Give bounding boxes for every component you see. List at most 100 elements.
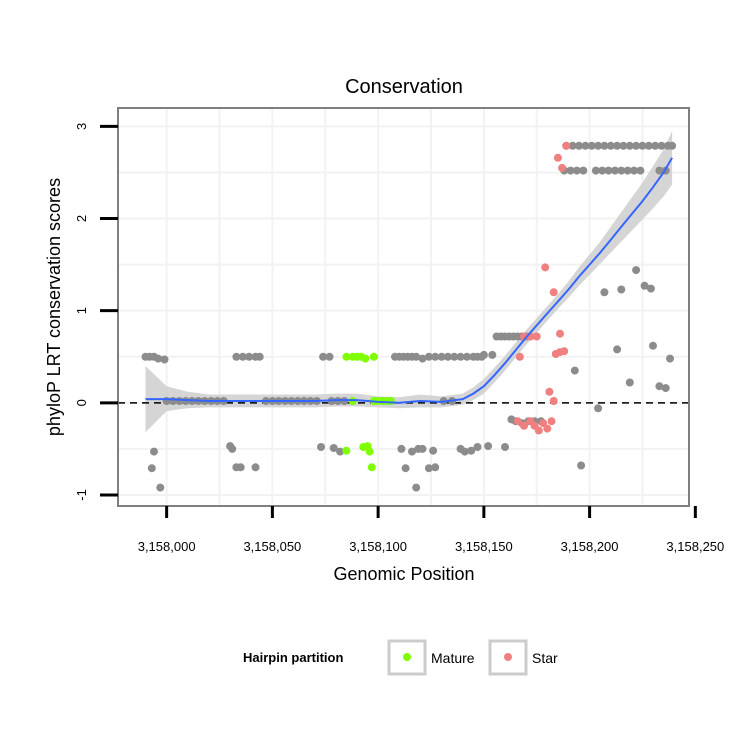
x-tick-label: 3,158,150 (455, 539, 513, 554)
data-point-other (619, 141, 628, 150)
data-point-other (154, 354, 163, 363)
data-point-mature (365, 447, 374, 456)
data-point-other (575, 141, 583, 150)
smooth-line-group (145, 157, 673, 404)
data-point-other (649, 341, 657, 350)
data-point-mature (367, 463, 376, 472)
data-point-other (450, 352, 459, 361)
data-point-other (594, 404, 603, 413)
confidence-ribbon (145, 131, 673, 433)
data-point-star (560, 347, 569, 356)
x-tick-label: 3,158,100 (349, 539, 407, 554)
data-point-other (625, 378, 634, 387)
data-point-other (577, 461, 586, 470)
data-point-star (547, 417, 556, 426)
x-tick-label: 3,158,250 (666, 539, 724, 554)
data-point-star (553, 153, 562, 162)
data-point-other (636, 166, 645, 175)
data-point-other (638, 141, 647, 150)
data-point-other (646, 284, 655, 293)
data-point-other (418, 444, 427, 453)
data-point-other (488, 350, 497, 359)
data-point-mature (386, 397, 395, 405)
data-point-star (515, 352, 524, 361)
data-point-other (325, 352, 334, 361)
data-point-star (543, 424, 552, 433)
y-tick-label: 3 (74, 123, 89, 130)
data-point-other (467, 446, 476, 455)
data-point-other (655, 166, 664, 175)
data-point-other (319, 352, 328, 361)
data-point-other (613, 345, 622, 354)
data-point-other (251, 463, 260, 472)
data-point-other (606, 141, 615, 150)
data-point-other (238, 352, 247, 361)
data-point-other (245, 352, 254, 361)
data-point-star (541, 263, 550, 272)
data-point-other (666, 354, 674, 363)
smooth-line (145, 157, 673, 404)
data-point-other (501, 443, 509, 451)
data-point-other (317, 443, 325, 451)
data-point-star (556, 329, 564, 338)
data-point-star (545, 387, 554, 396)
y-tick-label: -1 (74, 489, 89, 501)
data-point-other (150, 447, 158, 456)
data-point-star (562, 141, 571, 150)
y-tick-label: 0 (74, 399, 89, 406)
data-point-star (558, 163, 567, 172)
data-point-other (581, 141, 590, 150)
legend-title: Hairpin partition (243, 650, 343, 665)
data-point-other (655, 382, 664, 391)
data-point-other (568, 141, 577, 150)
data-point-other (236, 463, 245, 472)
y-axis-label: phyloP LRT conservation scores (44, 178, 64, 436)
data-point-other (600, 288, 609, 297)
data-point-other (462, 352, 471, 361)
x-tick-label: 3,158,200 (561, 539, 619, 554)
data-point-mature (369, 352, 378, 361)
data-point-other (424, 352, 433, 361)
data-point-other (255, 352, 264, 361)
data-point-mature (342, 446, 351, 455)
data-point-other (160, 355, 169, 364)
data-point-other (644, 141, 653, 150)
data-point-other (668, 141, 677, 150)
data-point-other (613, 141, 622, 150)
data-point-mature (361, 354, 370, 363)
data-point-other (579, 166, 588, 175)
data-point-other (632, 266, 641, 275)
data-point-other (443, 352, 452, 361)
data-point-other (228, 444, 237, 453)
series-star (513, 141, 571, 435)
data-point-other (623, 166, 632, 175)
data-point-star (534, 426, 543, 435)
data-point-other (598, 166, 607, 175)
legend-swatch-mature (403, 653, 411, 661)
data-point-other (431, 463, 440, 472)
data-point-other (460, 447, 469, 456)
x-axis-label: Genomic Position (333, 564, 474, 584)
y-tick-label: 1 (74, 307, 89, 314)
data-point-star (532, 332, 541, 341)
data-point-other (456, 352, 465, 361)
data-point-other (657, 141, 666, 150)
legend-label-star: Star (532, 650, 558, 666)
legend-swatch-star (504, 653, 512, 661)
data-point-other (604, 166, 613, 175)
data-point-other (632, 141, 641, 150)
y-tick-label: 2 (74, 215, 89, 222)
data-point-other (473, 443, 482, 451)
data-point-other (625, 141, 634, 150)
data-point-other (437, 352, 446, 361)
data-point-other (418, 354, 427, 363)
data-point-other (591, 166, 600, 175)
data-point-other (566, 166, 575, 175)
data-point-other (630, 166, 638, 175)
data-point-other (147, 464, 156, 473)
axes: 3,158,000 3,158,050 3,158,100 3,158,150 3,15… (74, 123, 724, 554)
data-point-other (640, 281, 649, 290)
data-point-other (617, 166, 626, 175)
legend-label-mature: Mature (431, 650, 475, 666)
